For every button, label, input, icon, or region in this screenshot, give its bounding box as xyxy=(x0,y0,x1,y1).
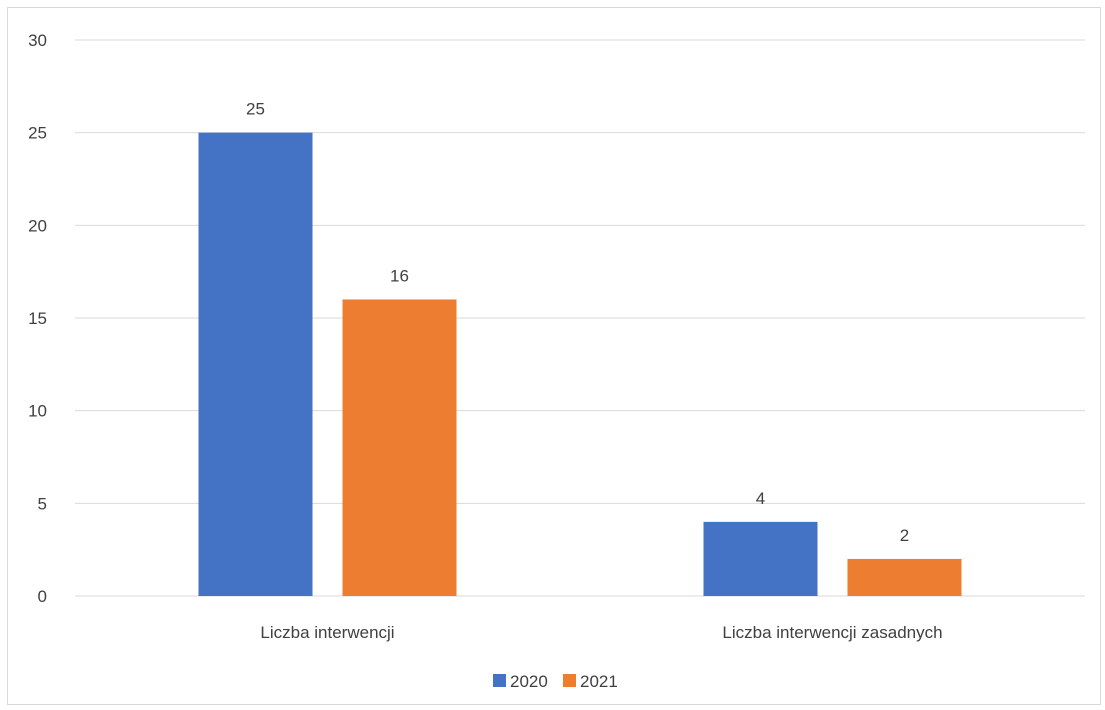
y-tick-label: 25 xyxy=(28,124,47,143)
y-tick-label: 15 xyxy=(28,309,47,328)
y-tick-label: 0 xyxy=(38,587,47,606)
y-tick-label: 30 xyxy=(28,31,47,50)
category-label: Liczba interwencji xyxy=(260,623,394,642)
y-tick-label: 20 xyxy=(28,216,47,235)
bar-2021-1 xyxy=(847,558,962,596)
category-label: Liczba interwencji zasadnych xyxy=(722,623,942,642)
data-labels: 25 16 4 2 xyxy=(246,100,909,545)
y-tick-label: 5 xyxy=(38,494,47,513)
y-axis-ticks: 0 5 10 15 20 25 30 xyxy=(28,31,47,606)
bar-2021-0 xyxy=(342,299,457,596)
legend: 2020 2021 xyxy=(493,672,618,691)
legend-swatch-2020 xyxy=(493,674,506,687)
legend-label: 2020 xyxy=(510,672,548,691)
data-label-2020-1: 4 xyxy=(756,489,765,508)
data-label-2020-0: 25 xyxy=(246,100,265,119)
bar-2020-1 xyxy=(703,521,818,596)
data-label-2021-0: 16 xyxy=(390,266,409,285)
y-tick-label: 10 xyxy=(28,402,47,421)
legend-swatch-2021 xyxy=(563,674,576,687)
bar-2020-0 xyxy=(198,132,313,596)
legend-label: 2021 xyxy=(580,672,618,691)
bars xyxy=(198,132,962,596)
category-labels: Liczba interwencji Liczba interwencji zas… xyxy=(260,623,942,642)
data-label-2021-1: 2 xyxy=(900,526,909,545)
